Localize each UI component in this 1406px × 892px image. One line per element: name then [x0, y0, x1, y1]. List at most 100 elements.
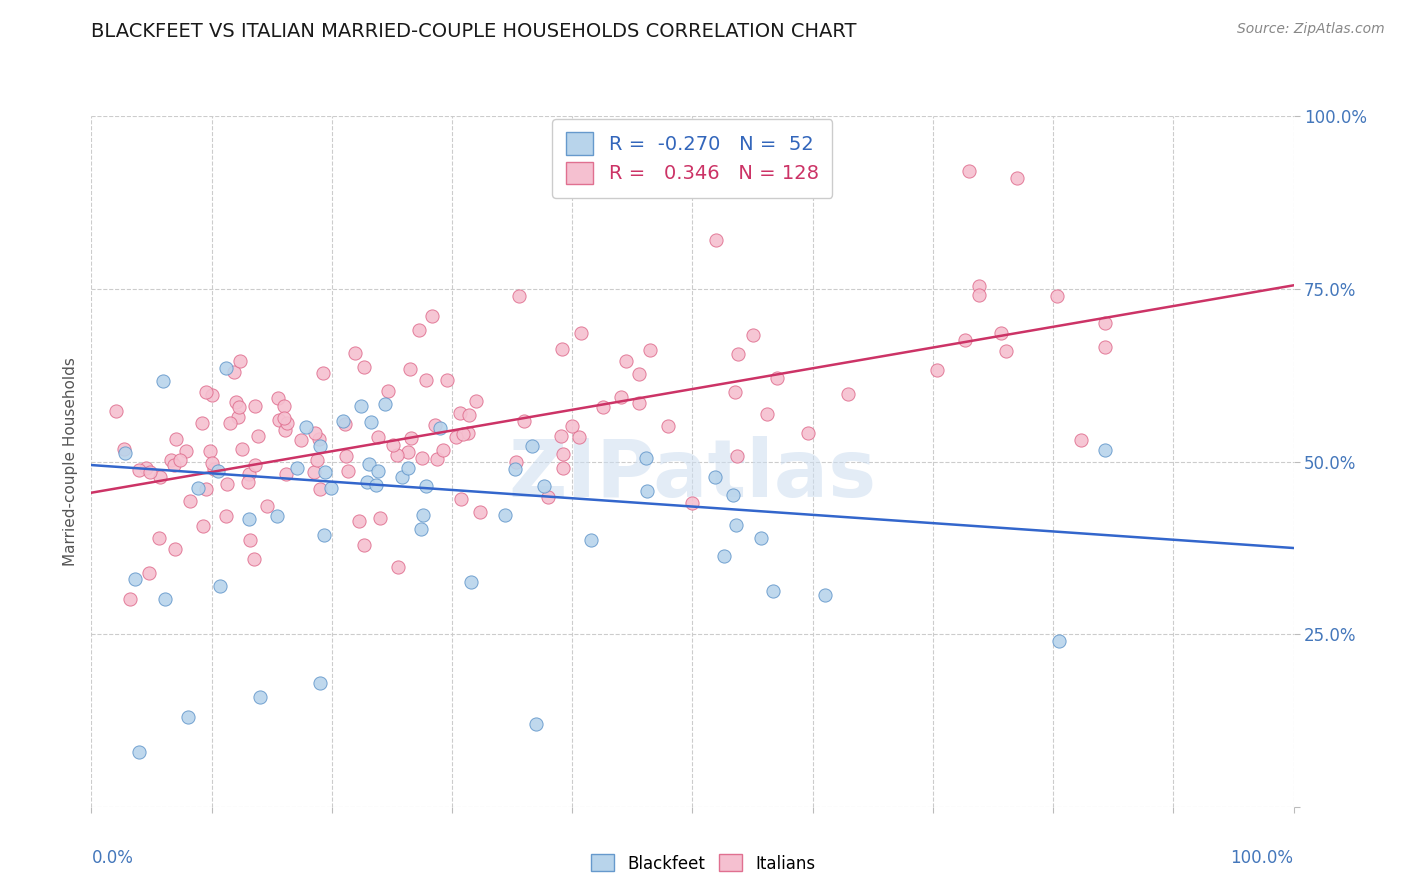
Point [225, 394, 247, 409]
Point [381, 438, 404, 452]
Point [391, 470, 413, 484]
Point [290, 434, 312, 448]
Point [356, 475, 378, 490]
Point [749, 531, 772, 545]
Point [176, 710, 198, 724]
Point [524, 717, 547, 731]
Point [457, 426, 479, 441]
Point [128, 463, 150, 477]
Point [533, 479, 555, 493]
Point [312, 528, 335, 542]
Point [449, 406, 471, 420]
Point [1070, 434, 1092, 448]
Point [725, 449, 748, 463]
Point [309, 438, 332, 452]
Point [460, 574, 482, 589]
Point [273, 423, 295, 437]
Point [273, 411, 295, 425]
Point [561, 418, 583, 433]
Point [721, 488, 744, 502]
Point [349, 400, 371, 414]
Point [312, 366, 335, 380]
Point [385, 448, 408, 462]
Point [314, 465, 336, 479]
Point [231, 442, 253, 456]
Point [704, 470, 727, 484]
Point [215, 361, 238, 376]
Point [399, 431, 422, 445]
Point [191, 519, 214, 533]
Text: ZIPatlas: ZIPatlas [509, 436, 876, 515]
Point [1094, 443, 1116, 458]
Point [713, 549, 735, 563]
Point [551, 342, 574, 356]
Point [124, 573, 146, 587]
Point [302, 465, 325, 479]
Point [360, 415, 382, 429]
Y-axis label: Married-couple Households: Married-couple Households [62, 357, 77, 566]
Point [412, 508, 434, 522]
Point [274, 467, 297, 482]
Point [396, 460, 419, 475]
Point [349, 514, 371, 528]
Point [766, 371, 789, 385]
Point [222, 365, 245, 379]
Point [436, 373, 458, 387]
Point [148, 531, 170, 545]
Point [114, 446, 136, 460]
Point [266, 508, 288, 523]
Point [238, 512, 260, 526]
Point [367, 464, 389, 478]
Point [1047, 634, 1070, 648]
Point [967, 288, 990, 302]
Point [614, 353, 637, 368]
Point [239, 533, 262, 548]
Point [636, 484, 658, 499]
Point [537, 490, 560, 504]
Point [198, 444, 221, 458]
Point [409, 522, 432, 536]
Point [494, 508, 516, 523]
Point [374, 397, 396, 411]
Point [411, 451, 433, 466]
Point [202, 461, 225, 475]
Point [762, 583, 785, 598]
Legend: R =  -0.270   N =  52, R =   0.346   N = 128: R = -0.270 N = 52, R = 0.346 N = 128 [553, 119, 832, 198]
Point [628, 395, 651, 409]
Point [634, 451, 657, 466]
Point [332, 414, 354, 428]
Point [209, 579, 232, 593]
Point [179, 494, 201, 508]
Point [266, 392, 288, 406]
Point [432, 442, 454, 457]
Point [308, 482, 330, 496]
Point [195, 385, 218, 400]
Point [741, 327, 763, 342]
Point [104, 404, 127, 418]
Point [357, 457, 380, 471]
Point [304, 426, 326, 441]
Point [1005, 171, 1028, 186]
Point [218, 417, 240, 431]
Point [522, 439, 544, 453]
Point [550, 429, 572, 443]
Point [797, 425, 820, 440]
Point [367, 430, 389, 444]
Point [353, 538, 375, 552]
Point [336, 464, 359, 478]
Point [194, 482, 217, 496]
Point [215, 509, 238, 524]
Point [353, 360, 375, 375]
Point [967, 279, 990, 293]
Point [226, 409, 249, 424]
Point [1094, 316, 1116, 330]
Point [174, 443, 197, 458]
Point [681, 496, 703, 510]
Point [426, 452, 449, 467]
Point [387, 560, 409, 574]
Point [551, 461, 574, 475]
Legend: Blackfeet, Italians: Blackfeet, Italians [583, 847, 823, 880]
Point [159, 453, 181, 467]
Point [569, 326, 592, 341]
Point [505, 461, 527, 475]
